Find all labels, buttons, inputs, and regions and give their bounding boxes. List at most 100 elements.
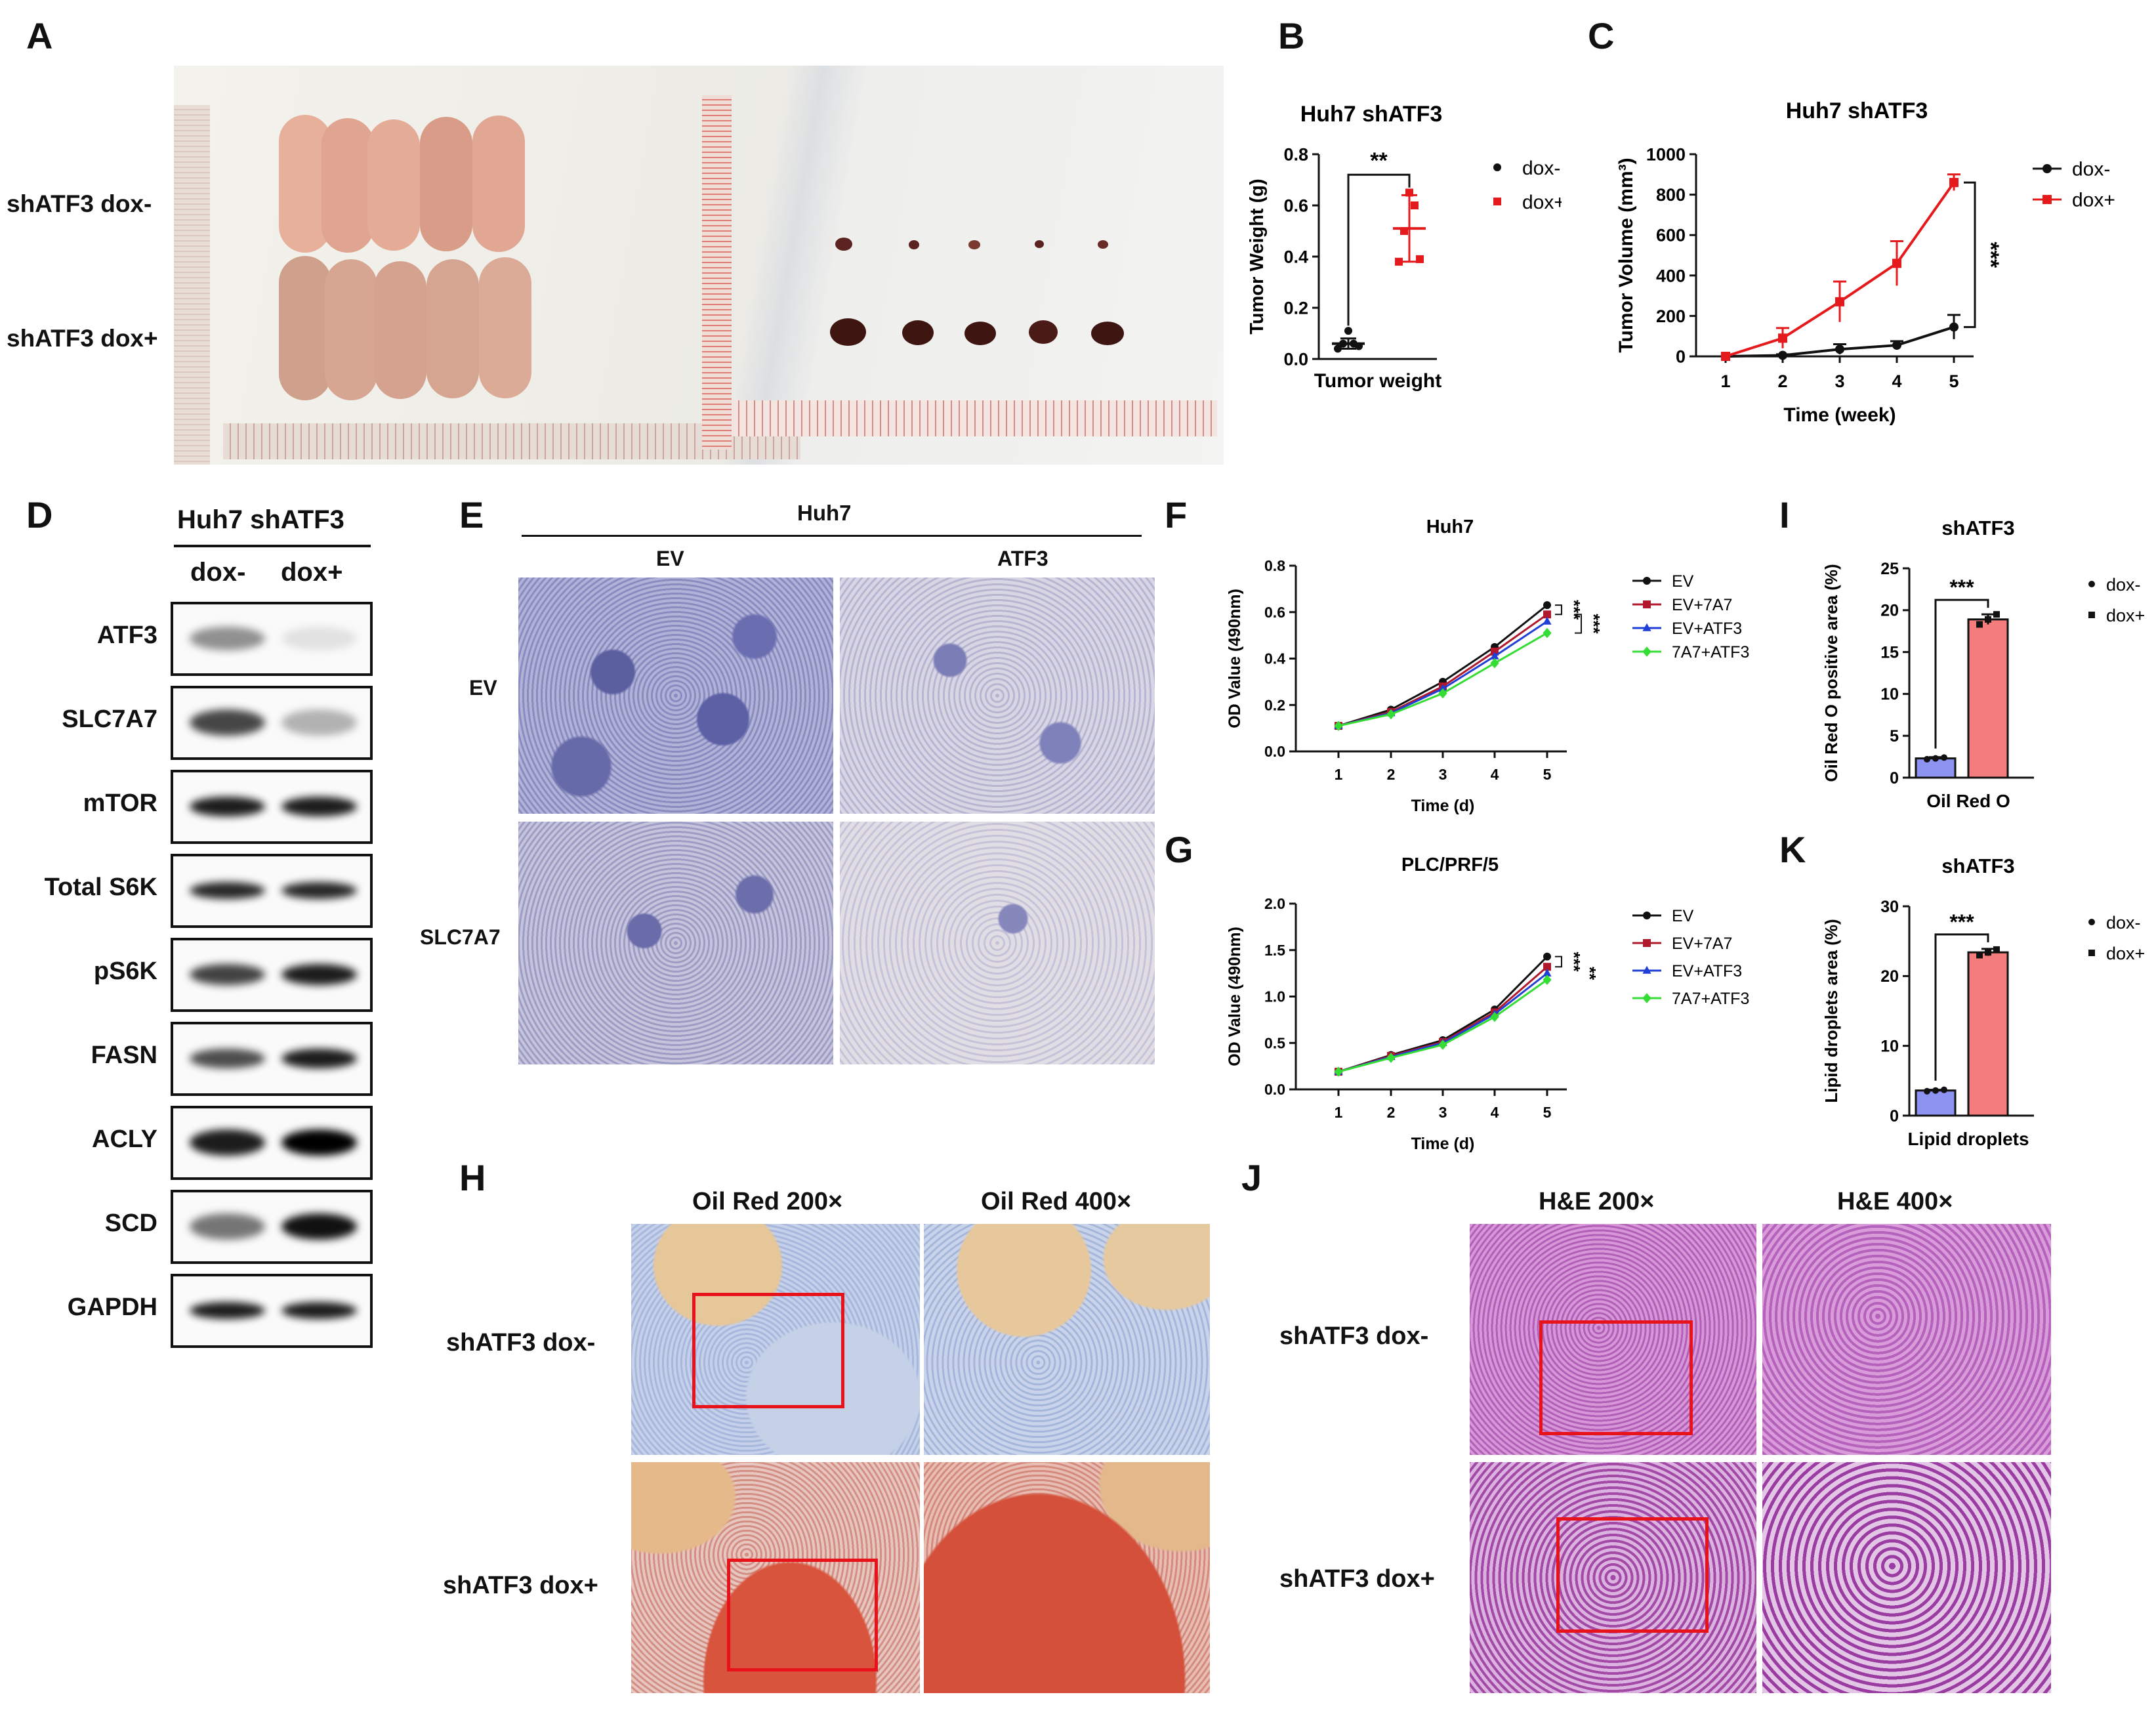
chart-b-legend-marker: [1493, 198, 1501, 205]
chart-c-point: [1949, 322, 1959, 332]
chart-k-legend-marker: [2088, 950, 2095, 956]
band-lane-1: [190, 882, 265, 899]
chart-f-point: [1490, 651, 1499, 660]
chart-g-point: [1438, 1040, 1447, 1050]
transwell-ev-atf3: [840, 578, 1155, 814]
zoom-box-h1: [692, 1293, 844, 1408]
tumor-large-4: [1029, 320, 1058, 344]
chart-g-ylabel: OD Value (490nm): [1226, 927, 1244, 1066]
chart-g-xtick-label: 3: [1439, 1104, 1447, 1121]
mouse-7: [325, 259, 377, 400]
chart-f-point: [1490, 658, 1499, 669]
chart-f-xtick-label: 2: [1387, 766, 1396, 783]
chart-f-point: [1438, 684, 1447, 692]
mouse-2: [321, 118, 374, 253]
chart-c-ytick-label: 1000: [1646, 144, 1686, 164]
chart-b-point: [1344, 327, 1352, 335]
band-lane-2: [281, 964, 357, 985]
mouse-9: [426, 259, 479, 398]
band-lane-1: [190, 1302, 265, 1319]
mouse-8: [374, 261, 426, 399]
panel-j-col1: H&E 200×: [1539, 1188, 1655, 1215]
chart-b-legend-marker: [1493, 163, 1501, 171]
chart-f-ytick-label: 0.6: [1264, 604, 1285, 621]
chart-k-title: shATF3: [1941, 854, 2014, 877]
transwell-slc7a7-atf3: [840, 822, 1155, 1064]
chart-f-legend-marker: [1643, 600, 1651, 608]
chart-b-point: [1405, 188, 1413, 197]
panel-e-header-line: [522, 535, 1142, 537]
chart-b-legend-label: dox+: [1522, 192, 1562, 213]
chart-c-legend-marker: [2042, 164, 2052, 173]
chart-f-point: [1386, 709, 1396, 720]
panel-e-row2: SLC7A7: [420, 925, 501, 949]
chart-f-legend-label: 7A7+ATF3: [1672, 643, 1749, 662]
chart-c-legend-marker: [2042, 195, 2052, 204]
oilred-dox-plus-400x: [924, 1462, 1210, 1693]
blot-ps6k: [171, 938, 373, 1012]
band-lane-2: [281, 882, 357, 899]
chart-i-bar-dox+: [1967, 618, 2009, 779]
chart-c-xtick-label: 1: [1720, 371, 1730, 391]
blot-label-ps6k: pS6K: [93, 957, 157, 985]
chart-f-xtick-label: 4: [1491, 766, 1499, 783]
chart-f-legend-marker: [1642, 623, 1651, 631]
chart-g-legend-marker: [1642, 965, 1651, 974]
oilred-dox-plus-200x: [631, 1462, 920, 1693]
panel-label-f: F: [1165, 494, 1188, 536]
panel-e-row1: EV: [469, 676, 497, 700]
chart-f-sig-bracket-2: [1575, 614, 1582, 634]
tumor-large-5: [1091, 322, 1124, 345]
chart-g-significance-2: **: [1580, 967, 1600, 980]
panel-h-col1: Oil Red 200×: [692, 1188, 843, 1215]
chart-i-ylabel: Oil Red O positive area (%): [1821, 564, 1841, 782]
chart-f-point: [1543, 601, 1551, 610]
blot-gapdh: [171, 1274, 373, 1348]
chart-c-ytick-label: 200: [1656, 306, 1686, 326]
chart-c-sig-bracket: [1964, 181, 1976, 328]
chart-i-point: [1976, 621, 1983, 628]
chart-b-point: [1411, 201, 1419, 209]
blot-label-atf3: ATF3: [96, 621, 157, 649]
chart-f-ytick-label: 0.2: [1264, 696, 1285, 713]
oilred-dox-minus-400x: [924, 1224, 1210, 1455]
chart-g-legend-label: EV: [1672, 907, 1694, 925]
chart-c-point: [1835, 297, 1844, 306]
chart-g-xlabel: Time (d): [1411, 1135, 1475, 1153]
chart-g-point: [1543, 968, 1552, 976]
chart-i-oil-red: shATF3 0 5 10 15 20 25 Oil Red O Oil Red O posit…: [1821, 516, 2145, 811]
chart-f-point: [1543, 627, 1552, 639]
chart-g-series-line: [1338, 966, 1548, 1073]
chart-g-point: [1543, 963, 1551, 971]
chart-i-point: [1985, 616, 1991, 623]
chart-g-legend-marker: [1643, 939, 1651, 947]
chart-f-legend-label: EV+7A7: [1672, 596, 1732, 614]
chart-b-title: Huh7 shATF3: [1300, 102, 1443, 127]
chart-i-ytick-label: 10: [1880, 685, 1899, 704]
panel-j-row2: shATF3 dox+: [1279, 1565, 1435, 1593]
chart-g-ytick-label: 1.5: [1264, 942, 1285, 959]
tumor-small-3: [968, 240, 980, 249]
chart-i-point: [1924, 755, 1930, 763]
tumor-small-1: [835, 238, 852, 251]
chart-f-legend-label: EV+ATF3: [1672, 620, 1742, 638]
chart-g-title: PLC/PRF/5: [1401, 854, 1499, 875]
band-lane-1: [190, 1129, 265, 1156]
chart-g-ytick-label: 1.0: [1264, 988, 1285, 1005]
panel-a-row-bottom: shATF3 dox+: [7, 325, 158, 352]
chart-c-significance: ***: [1978, 242, 2003, 268]
mouse-4: [420, 117, 472, 251]
panel-label-c: C: [1588, 15, 1615, 56]
chart-k-legend-label: dox-: [2106, 913, 2141, 933]
transwell-ev-ev: [518, 578, 833, 814]
chart-k-sig-bracket: [1934, 933, 1989, 1081]
chart-i-legend-label: dox-: [2106, 575, 2141, 595]
chart-g-legend-marker: [1643, 912, 1651, 919]
chart-f-point: [1334, 721, 1343, 731]
chart-c-ytick-label: 800: [1656, 185, 1686, 205]
blot-label-mtor: mTOR: [83, 789, 157, 817]
chart-g-ytick-label: 2.0: [1264, 895, 1285, 912]
chart-k-point: [1993, 946, 2000, 953]
he-dox-minus-200x: [1470, 1224, 1756, 1455]
chart-f-xtick-label: 3: [1439, 766, 1447, 783]
